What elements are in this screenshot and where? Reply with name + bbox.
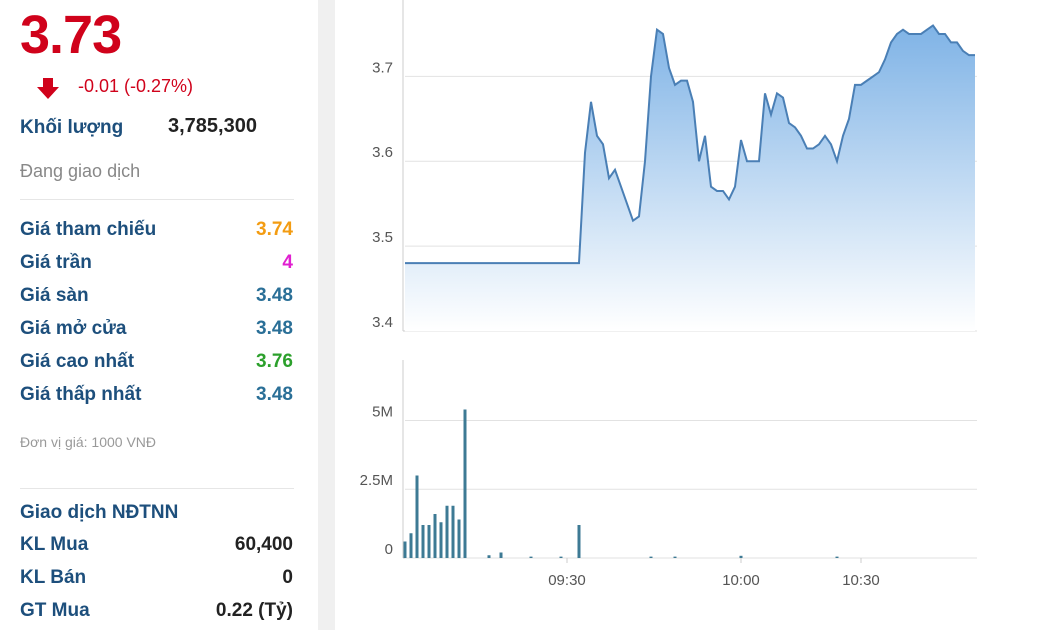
volume-bar [451, 505, 455, 558]
foreign-value: 60,400 [234, 534, 293, 555]
foreign-value: 0.22 (Tỷ) [215, 600, 293, 621]
price-line [405, 24, 975, 265]
divider [318, 0, 335, 630]
price-change: -0.01 (-0.27%) [78, 76, 194, 96]
y-tick-label: 3.7 [372, 59, 393, 76]
foreign-value: 0 [282, 567, 293, 588]
foreign-label: GT Mua [20, 600, 90, 621]
volume-bar [529, 556, 533, 558]
volume-bar [649, 556, 653, 558]
x-tick-label: 10:30 [842, 572, 880, 589]
y-tick-label: 2.5M [360, 472, 393, 489]
volume-label: Khối lượng [20, 117, 124, 138]
row-value: 3.48 [256, 384, 293, 405]
x-tick-label: 10:00 [722, 572, 760, 589]
foreign-label: KL Bán [20, 567, 87, 588]
volume-bar [577, 525, 581, 558]
row-value: 3.48 [256, 285, 293, 306]
row-value: 3.48 [256, 318, 293, 339]
row-label: Giá mở cửa [20, 318, 127, 339]
foreign-label: KL Mua [20, 534, 89, 555]
volume-bar [499, 552, 503, 558]
y-tick-label: 3.6 [372, 144, 393, 161]
separator [20, 199, 294, 200]
current-price: 3.73 [20, 5, 122, 65]
row-value: 3.76 [256, 351, 293, 372]
row-label: Giá sàn [20, 285, 89, 306]
y-tick-label: 3.4 [372, 314, 393, 331]
info-panel: 3.73 -0.01 (-0.27%) Khối lượng 3,785,300… [0, 0, 318, 630]
volume-bar [433, 514, 437, 558]
chart: 3.4 3.5 3.6 3.7 0 2.5M 5M 09:30 10:00 10:30 [360, 0, 977, 589]
volume-bar [487, 555, 491, 558]
trading-status: Đang giao dịch [20, 161, 141, 181]
volume-value: 3,785,300 [168, 115, 257, 137]
y-tick-label: 3.5 [372, 229, 393, 246]
unit-note: Đơn vị giá: 1000 VNĐ [20, 434, 157, 450]
volume-bar [445, 505, 449, 558]
volume-bar [463, 409, 467, 558]
volume-bar [403, 541, 407, 558]
separator [20, 488, 294, 489]
x-tick-label: 09:30 [548, 572, 586, 589]
y-tick-label: 5M [372, 403, 393, 420]
volume-bar [739, 555, 743, 558]
row-value: 4 [282, 252, 293, 273]
volume-bar [409, 533, 413, 558]
volume-bar [421, 525, 425, 558]
volume-bar [559, 556, 563, 558]
row-label: Giá cao nhất [20, 351, 135, 372]
volume-bar [673, 556, 677, 558]
volume-bar [835, 556, 839, 558]
down-arrow [37, 78, 59, 99]
volume-bar [457, 519, 461, 558]
y-tick-label: 0 [385, 541, 393, 558]
volume-bar [439, 522, 443, 558]
row-value: 3.74 [256, 219, 293, 240]
row-label: Giá thấp nhất [20, 384, 142, 405]
foreign-title: Giao dịch NĐTNN [20, 502, 179, 523]
row-label: Giá tham chiếu [20, 219, 157, 240]
volume-bar [415, 475, 419, 558]
row-label: Giá trần [20, 252, 92, 273]
price-area [405, 25, 975, 331]
volume-bar [427, 525, 431, 558]
